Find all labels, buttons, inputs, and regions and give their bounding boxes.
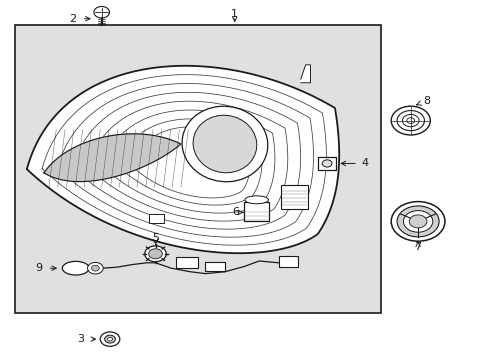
Text: 2: 2 <box>68 14 76 24</box>
Bar <box>278 256 298 267</box>
Circle shape <box>87 262 103 274</box>
Circle shape <box>402 114 418 127</box>
Circle shape <box>390 202 444 241</box>
Polygon shape <box>300 65 310 83</box>
Text: 1: 1 <box>231 9 238 19</box>
Bar <box>176 257 198 268</box>
Text: 5: 5 <box>152 233 159 243</box>
Polygon shape <box>44 134 181 181</box>
Circle shape <box>406 118 414 123</box>
Bar <box>317 157 336 170</box>
Text: 6: 6 <box>232 207 239 217</box>
Circle shape <box>396 111 424 131</box>
Ellipse shape <box>244 196 268 204</box>
Text: 7: 7 <box>414 242 421 252</box>
Bar <box>281 185 307 209</box>
Polygon shape <box>27 66 339 253</box>
Circle shape <box>390 106 429 135</box>
Circle shape <box>148 249 162 259</box>
Circle shape <box>107 337 112 341</box>
Bar <box>244 202 268 221</box>
Circle shape <box>144 246 166 262</box>
Circle shape <box>403 211 432 232</box>
Bar <box>15 25 381 313</box>
Circle shape <box>100 332 120 346</box>
Bar <box>149 214 163 223</box>
Circle shape <box>91 265 99 271</box>
Ellipse shape <box>182 106 267 182</box>
Text: 3: 3 <box>77 334 84 344</box>
Ellipse shape <box>193 115 256 173</box>
Text: 9: 9 <box>35 263 42 273</box>
Text: 4: 4 <box>361 158 368 168</box>
Bar <box>205 262 224 271</box>
Circle shape <box>94 6 109 18</box>
Ellipse shape <box>62 261 89 275</box>
Circle shape <box>408 215 426 228</box>
Circle shape <box>396 206 438 237</box>
Circle shape <box>322 160 331 167</box>
Circle shape <box>104 335 115 343</box>
Text: 8: 8 <box>422 96 429 106</box>
